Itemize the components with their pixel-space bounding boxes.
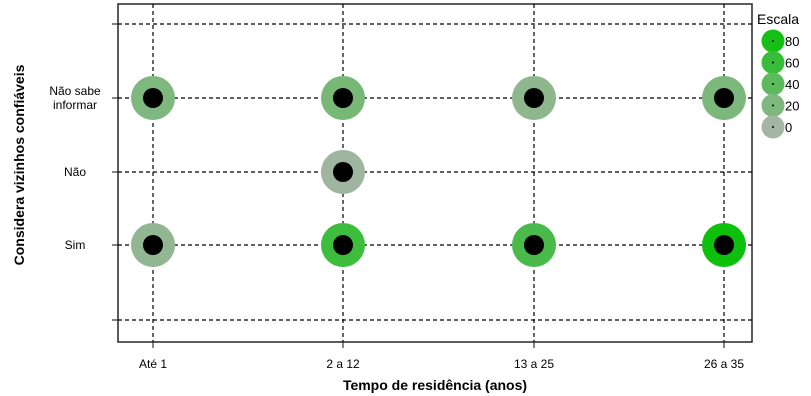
legend-label: 20 xyxy=(785,99,799,114)
x-tick-label: 2 a 12 xyxy=(326,357,360,371)
legend-key-dot xyxy=(772,61,774,64)
y-axis-ticks: Não sabe informar Não Sim xyxy=(49,23,118,321)
bubble-center-dot xyxy=(714,235,734,255)
gridlines xyxy=(118,4,752,342)
x-tick-label: Até 1 xyxy=(139,357,167,371)
x-axis-title: Tempo de residência (anos) xyxy=(343,377,527,393)
bubble-center-dot xyxy=(143,235,163,255)
legend-label: 80 xyxy=(785,34,799,49)
x-axis-ticks: Até 1 2 a 12 13 a 25 26 a 35 xyxy=(139,342,744,371)
legend-key-dot xyxy=(772,40,774,42)
x-tick-label: 26 a 35 xyxy=(704,357,744,371)
legend-label: 0 xyxy=(785,120,792,135)
y-tick-label: Sim xyxy=(65,238,86,252)
legend-title: Escala xyxy=(757,11,799,27)
bubble-center-dot xyxy=(333,88,353,108)
bubble-center-dot xyxy=(143,88,163,108)
bubbles xyxy=(131,76,746,267)
bubble-center-dot xyxy=(333,162,353,182)
plot-panel xyxy=(117,3,753,343)
legend-key-dot xyxy=(772,126,774,128)
x-tick-label: 13 a 25 xyxy=(514,357,554,371)
legend-key-dot xyxy=(772,83,774,85)
bubble-center-dot xyxy=(524,88,544,108)
y-tick-label: Não sabe informar xyxy=(49,84,101,112)
y-tick-label: Não xyxy=(64,165,86,179)
bubble-center-dot xyxy=(714,88,734,108)
y-axis-title: Considera vizinhos confiáveis xyxy=(11,64,27,265)
legend: Escala 80 60 40 20 0 xyxy=(757,11,799,139)
bubble-center-dot xyxy=(524,235,544,255)
legend-label: 40 xyxy=(785,77,799,92)
legend-key-dot xyxy=(772,104,774,107)
bubble-center-dot xyxy=(333,235,353,255)
legend-label: 60 xyxy=(785,56,799,71)
